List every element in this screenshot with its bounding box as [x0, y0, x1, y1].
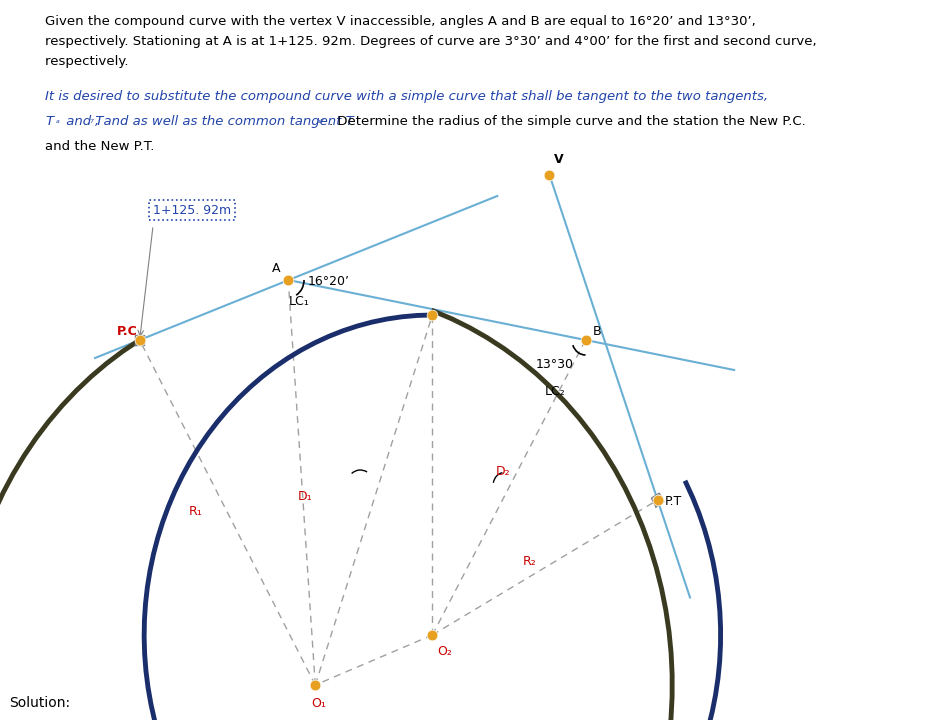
- Point: [578, 334, 593, 346]
- Text: 16°20’: 16°20’: [308, 275, 350, 288]
- Text: Solution:: Solution:: [9, 696, 70, 710]
- Text: , and as well as the common tangent T: , and as well as the common tangent T: [95, 115, 353, 128]
- Text: A: A: [272, 262, 281, 275]
- Text: and T: and T: [62, 115, 104, 128]
- Point: [425, 629, 439, 641]
- Point: [425, 310, 439, 321]
- Text: LC₁: LC₁: [288, 295, 309, 308]
- Point: [133, 334, 147, 346]
- Text: O₁: O₁: [311, 697, 325, 710]
- Text: D₂: D₂: [495, 465, 510, 478]
- Text: D₁: D₁: [298, 490, 311, 503]
- Text: ₐ: ₐ: [56, 115, 59, 125]
- Point: [650, 494, 665, 505]
- Point: [308, 679, 323, 690]
- Text: LC₂: LC₂: [545, 385, 565, 398]
- Text: P.C: P.C: [117, 325, 138, 338]
- Text: and the New P.T.: and the New P.T.: [45, 140, 155, 153]
- Point: [281, 274, 296, 286]
- Text: B: B: [592, 325, 602, 338]
- Text: Given the compound curve with the vertex V inaccessible, angles A and B are equa: Given the compound curve with the vertex…: [45, 15, 817, 68]
- Text: T: T: [45, 115, 53, 128]
- Text: ₐ₇: ₐ₇: [317, 115, 324, 125]
- Text: O₂: O₂: [437, 645, 451, 658]
- Text: . Determine the radius of the simple curve and the station the New P.C.: . Determine the radius of the simple cur…: [329, 115, 806, 128]
- Text: R₂: R₂: [523, 555, 536, 568]
- Text: 1+125. 92m: 1+125. 92m: [153, 204, 231, 217]
- Text: It is desired to substitute the compound curve with a simple curve that shall be: It is desired to substitute the compound…: [45, 90, 768, 103]
- Text: P.T: P.T: [665, 495, 682, 508]
- Text: ₇: ₇: [89, 115, 93, 125]
- Text: R₁: R₁: [189, 505, 203, 518]
- Text: 13°30: 13°30: [536, 358, 574, 371]
- Point: [542, 169, 557, 181]
- Text: V: V: [554, 153, 564, 166]
